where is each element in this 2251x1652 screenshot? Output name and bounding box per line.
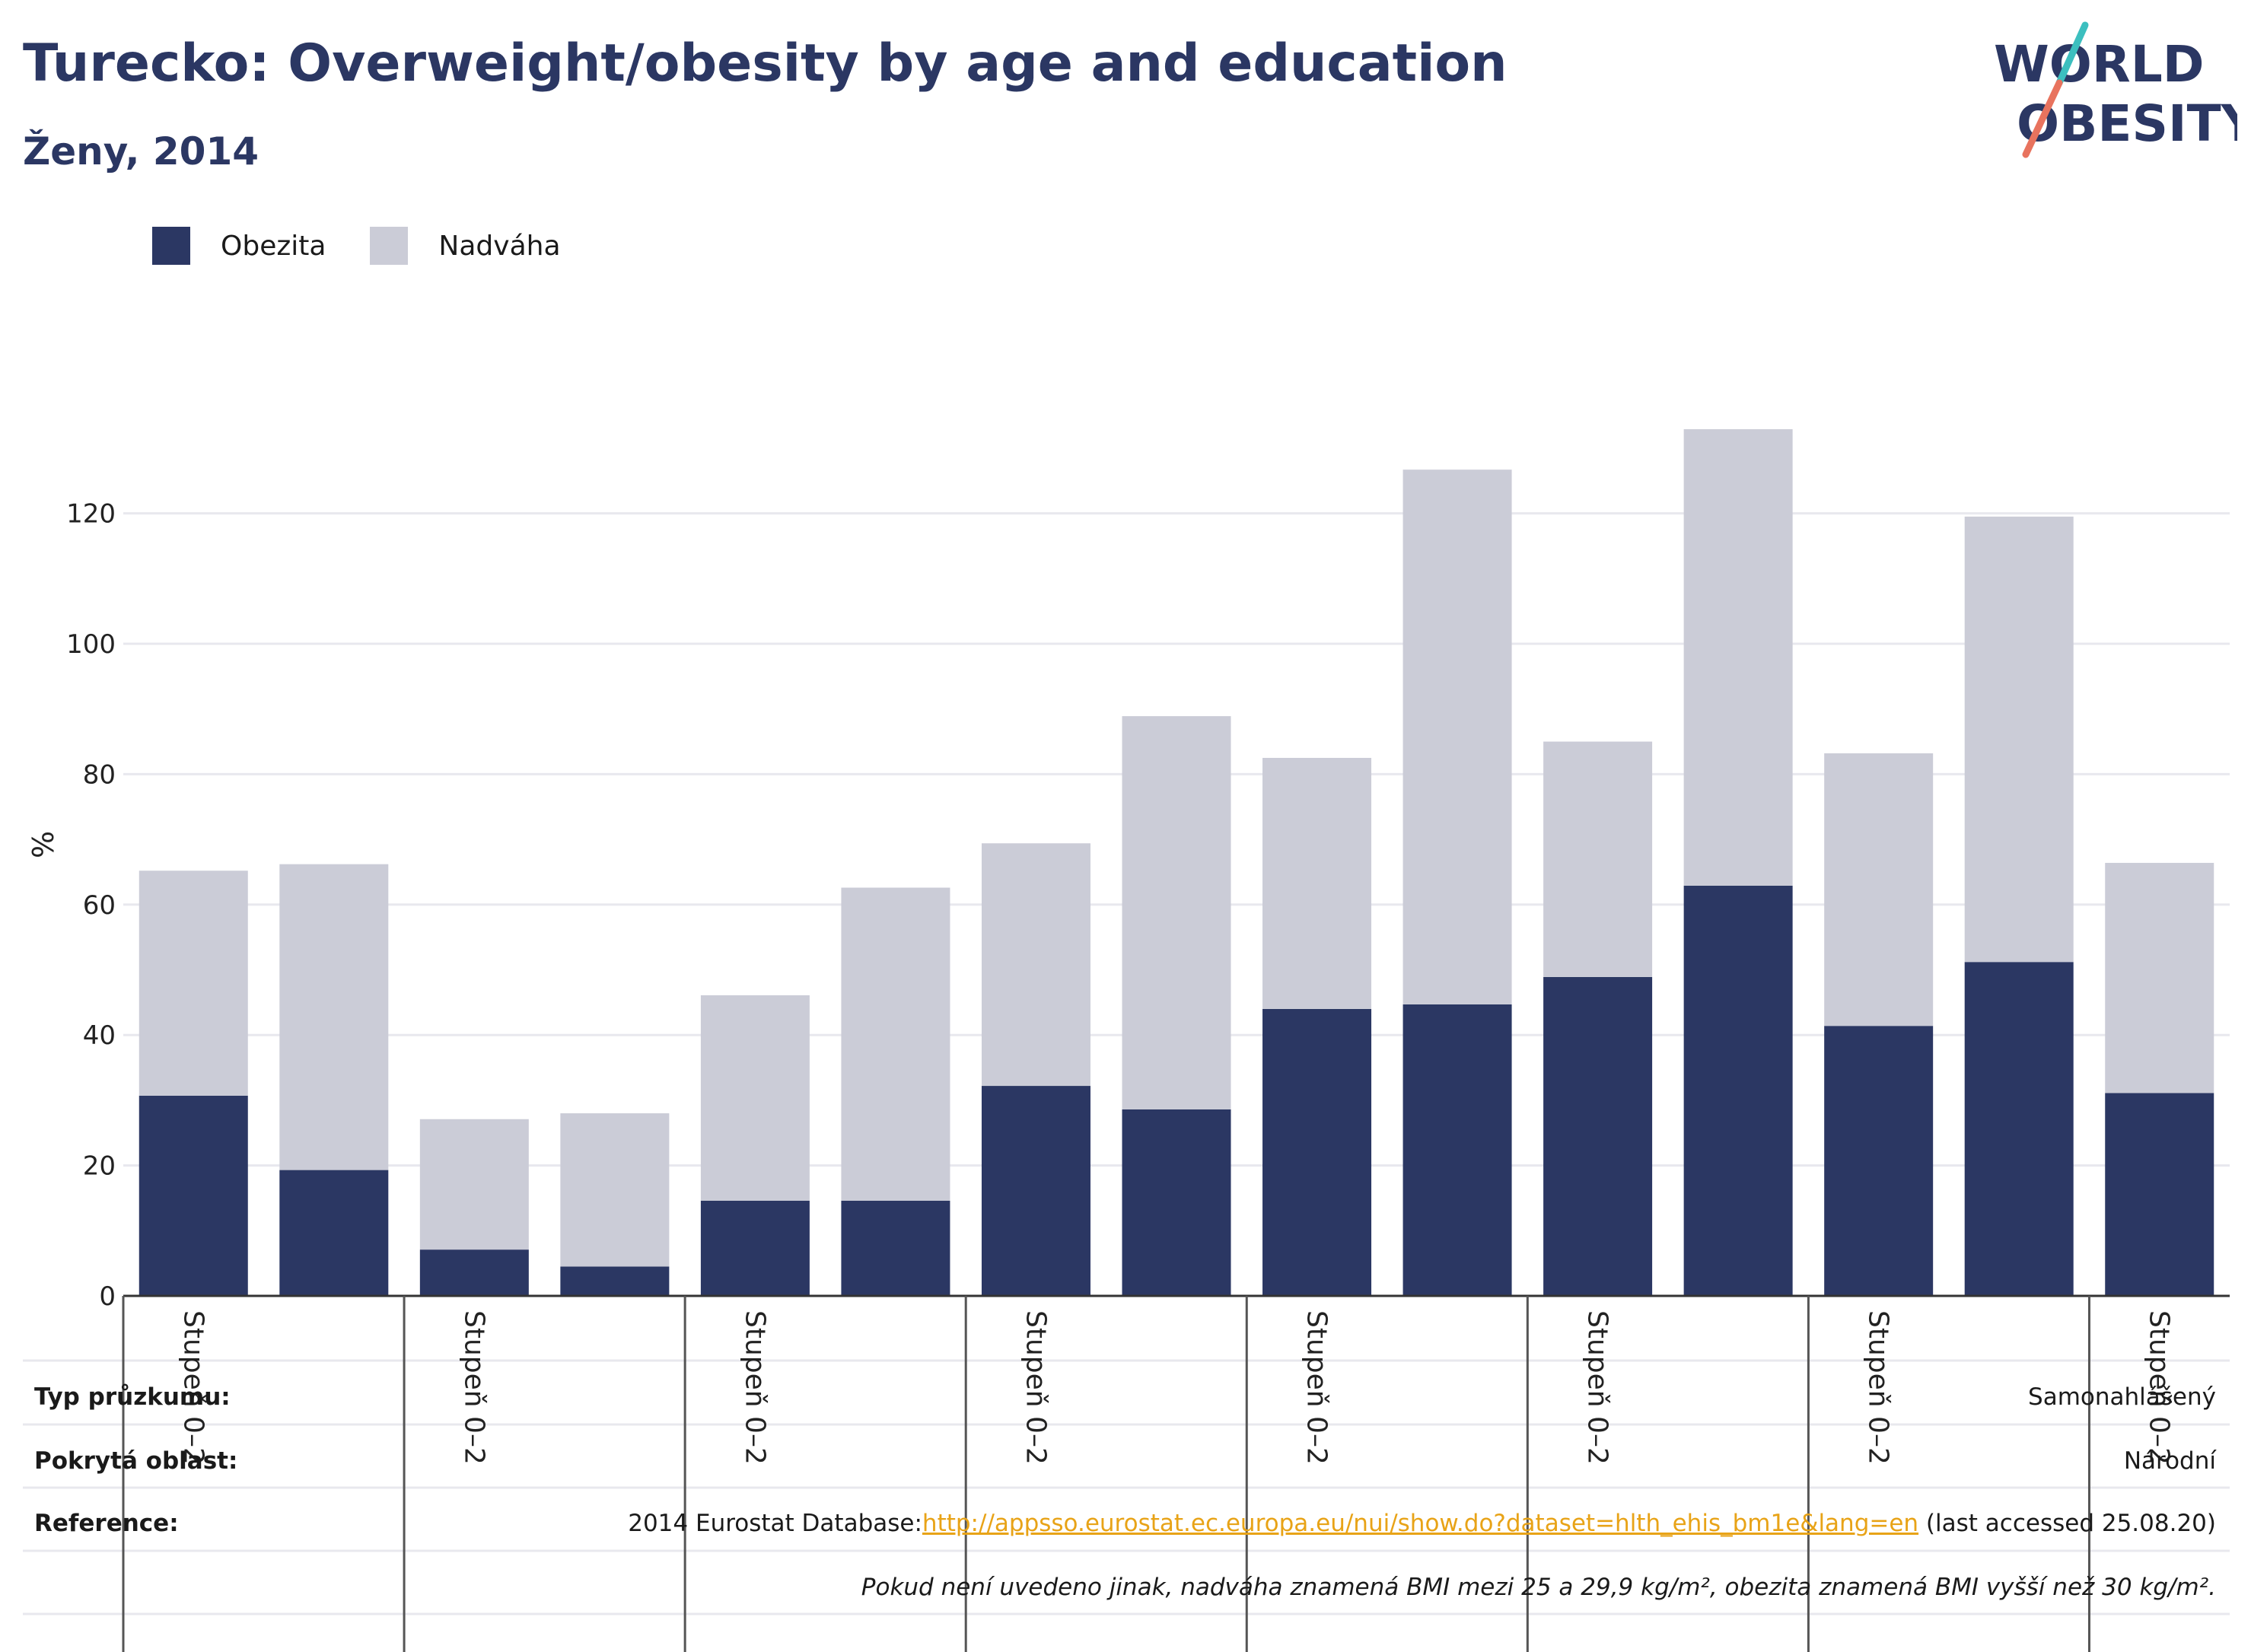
legend-swatch-overweight [370,227,409,265]
legend-label-obesity: Obezita [221,230,326,262]
x-tick-label-8: Stupeň 0–2 [1301,1310,1332,1465]
bar-overweight-2 [419,1119,529,1250]
x-tick-label-6: Stupeň 0–2 [1020,1310,1051,1465]
y-tick-label-100: 100 [66,629,116,660]
legend-swatch-obesity [152,227,190,265]
survey-type-label: Typ průzkumu: [34,1383,231,1411]
legend-item-overweight[interactable]: Nadváha [370,227,561,265]
x-tick-label-4: Stupeň 0–2 [739,1310,770,1465]
bar-obesity-6 [981,1086,1090,1296]
bar-obesity-9 [1402,1004,1512,1296]
logo-slash-teal [2055,21,2089,87]
bar-overweight-5 [841,887,950,1201]
x-tick-label-0: Stupeň 0–2 [177,1310,209,1465]
logo-line-1: WORLD [1994,35,2205,94]
bar-obesity-0 [138,1095,248,1296]
bar-obesity-8 [1262,1008,1372,1296]
bar-overweight-4 [700,995,810,1201]
page-title: Turecko: Overweight/obesity by age and e… [23,33,1508,94]
logo-slash-coral [2022,79,2063,158]
bar-obesity-13 [1964,962,2074,1296]
reference-suffix: (last accessed 25.08.20) [1918,1510,2216,1537]
bar-obesity-4 [700,1200,810,1296]
bar-obesity-14 [2105,1093,2214,1296]
bar-overweight-9 [1402,469,1512,1004]
y-tick-label-80: 80 [83,759,116,790]
reference-label: Reference: [34,1510,179,1537]
bar-overweight-13 [1964,516,2074,963]
coverage-value: Národní [2123,1447,2216,1475]
bar-overweight-10 [1543,741,1653,977]
survey-type-value: Samonahlášený [2028,1383,2216,1411]
coverage-label: Pokrytá oblast: [34,1447,238,1475]
logo-line-2: OBESITY [2017,94,2237,153]
bar-overweight-8 [1262,757,1372,1009]
bar-overweight-3 [560,1113,670,1267]
legend-item-obesity[interactable]: Obezita [152,227,326,265]
x-tick-label-2: Stupeň 0–2 [458,1310,489,1465]
y-tick-label-120: 120 [66,499,116,530]
bar-obesity-10 [1543,976,1653,1296]
y-axis-label: % [27,831,60,858]
bar-overweight-11 [1683,429,1793,886]
x-tick-label-10: Stupeň 0–2 [1582,1310,1613,1465]
y-tick-label-20: 20 [83,1151,116,1182]
reference-prefix: 2014 Eurostat Database: [628,1510,922,1537]
reference-value: 2014 Eurostat Database:http://appsso.eur… [628,1510,2216,1537]
bar-obesity-1 [279,1170,389,1296]
definition-note: Pokud není uvedeno jinak, nadváha znamen… [861,1574,2216,1601]
bar-overweight-0 [138,871,248,1096]
bar-overweight-7 [1122,716,1231,1109]
bar-obesity-11 [1683,885,1793,1296]
bar-obesity-12 [1824,1026,1934,1296]
legend-label-overweight: Nadváha [438,230,561,262]
x-tick-label-12: Stupeň 0–2 [1863,1310,1894,1465]
y-tick-label-40: 40 [83,1020,116,1051]
bar-overweight-12 [1824,753,1934,1027]
bar-obesity-2 [419,1249,529,1296]
chart-legend: Obezita Nadváha [152,227,605,265]
x-tick-label-14: Stupeň 0–2 [2144,1310,2175,1465]
bar-overweight-6 [981,843,1090,1087]
bar-obesity-3 [560,1266,670,1296]
y-tick-label-60: 60 [83,890,116,921]
y-tick-label-0: 0 [99,1281,116,1312]
bar-obesity-7 [1122,1109,1231,1296]
reference-link[interactable]: http://appsso.eurostat.ec.europa.eu/nui/… [922,1510,1919,1537]
page-subtitle: Ženy, 2014 [23,129,259,173]
bar-overweight-1 [279,864,389,1170]
bar-overweight-14 [2105,862,2214,1093]
world-obesity-logo: WORLD OBESITY [1994,21,2237,158]
bar-obesity-5 [841,1200,950,1296]
